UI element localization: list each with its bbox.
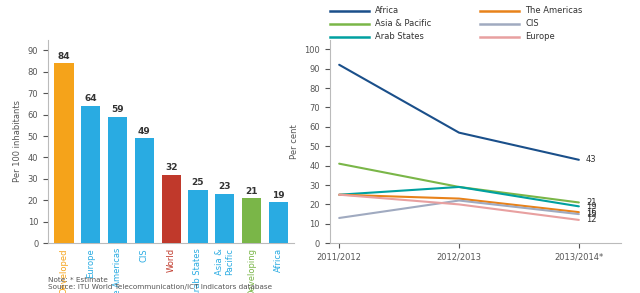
Text: 25: 25 <box>192 178 204 187</box>
Bar <box>188 190 207 243</box>
Bar <box>242 198 261 243</box>
Text: Asia & Pacific: Asia & Pacific <box>375 19 431 28</box>
Text: 16: 16 <box>586 208 596 217</box>
Text: Europe: Europe <box>525 32 555 41</box>
Text: Arab States: Arab States <box>375 32 424 41</box>
Y-axis label: Per cent: Per cent <box>289 124 299 159</box>
Y-axis label: Per 100 inhabitants: Per 100 inhabitants <box>13 100 22 182</box>
Text: 32: 32 <box>165 163 177 172</box>
Bar <box>269 202 288 243</box>
Text: 19: 19 <box>272 191 285 200</box>
Text: Africa: Africa <box>375 6 399 16</box>
Text: 12: 12 <box>586 215 596 224</box>
Bar <box>108 117 127 243</box>
Bar <box>215 194 234 243</box>
Text: 21: 21 <box>586 198 596 207</box>
Bar <box>161 175 181 243</box>
Text: The Americas: The Americas <box>525 6 582 16</box>
Text: 19: 19 <box>586 202 596 211</box>
Text: Active mobile-broadband subscriptions by region, 2014* and growth rates, 2011-20: Active mobile-broadband subscriptions by… <box>5 10 538 21</box>
Text: 49: 49 <box>138 127 151 136</box>
Text: Note: * Estimate
Source: ITU World Telecommunication/ICT Indicators database: Note: * Estimate Source: ITU World Telec… <box>48 277 272 290</box>
Text: 23: 23 <box>218 182 231 191</box>
Text: 15: 15 <box>586 209 596 219</box>
Text: 64: 64 <box>84 94 97 103</box>
Text: 43: 43 <box>586 155 596 164</box>
Text: 59: 59 <box>111 105 124 114</box>
Bar <box>81 106 100 243</box>
Text: CIS: CIS <box>525 19 539 28</box>
Text: 21: 21 <box>245 187 258 196</box>
Bar <box>54 63 74 243</box>
Text: 84: 84 <box>58 52 70 61</box>
Bar <box>135 138 154 243</box>
